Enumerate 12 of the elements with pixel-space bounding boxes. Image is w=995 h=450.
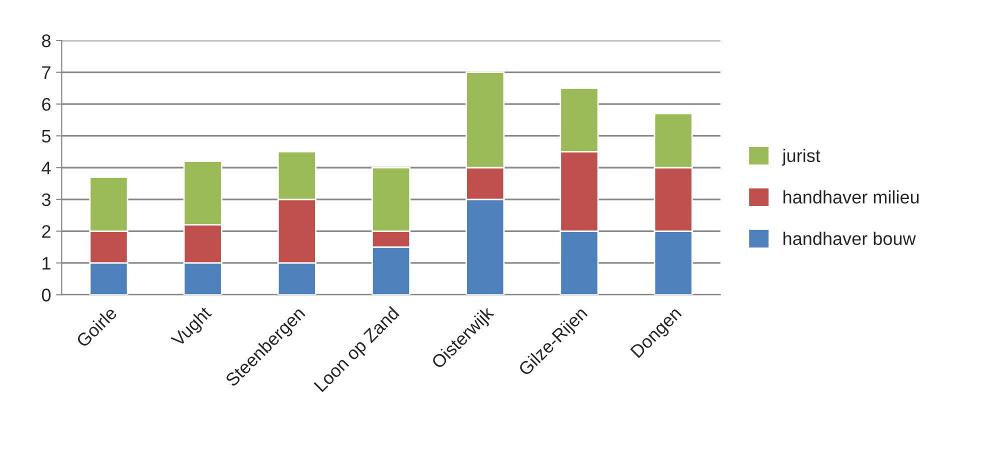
y-tick-label: 1 [42, 257, 50, 270]
y-tick-label: 4 [42, 162, 51, 174]
y-tick-label: 2 [42, 225, 50, 238]
y-tick-label: 3 [42, 193, 50, 206]
legend-label: jurist [782, 148, 820, 166]
y-tick-label: 0 [42, 288, 51, 302]
legend-label: handhaver bouw [784, 232, 916, 246]
y-tick-label: 5 [42, 130, 51, 143]
y-tick-label: 6 [42, 98, 50, 111]
y-tick-label: 7 [42, 66, 50, 79]
legend-label: handhaver milieu [784, 190, 919, 204]
y-tick-label: 8 [42, 34, 50, 48]
